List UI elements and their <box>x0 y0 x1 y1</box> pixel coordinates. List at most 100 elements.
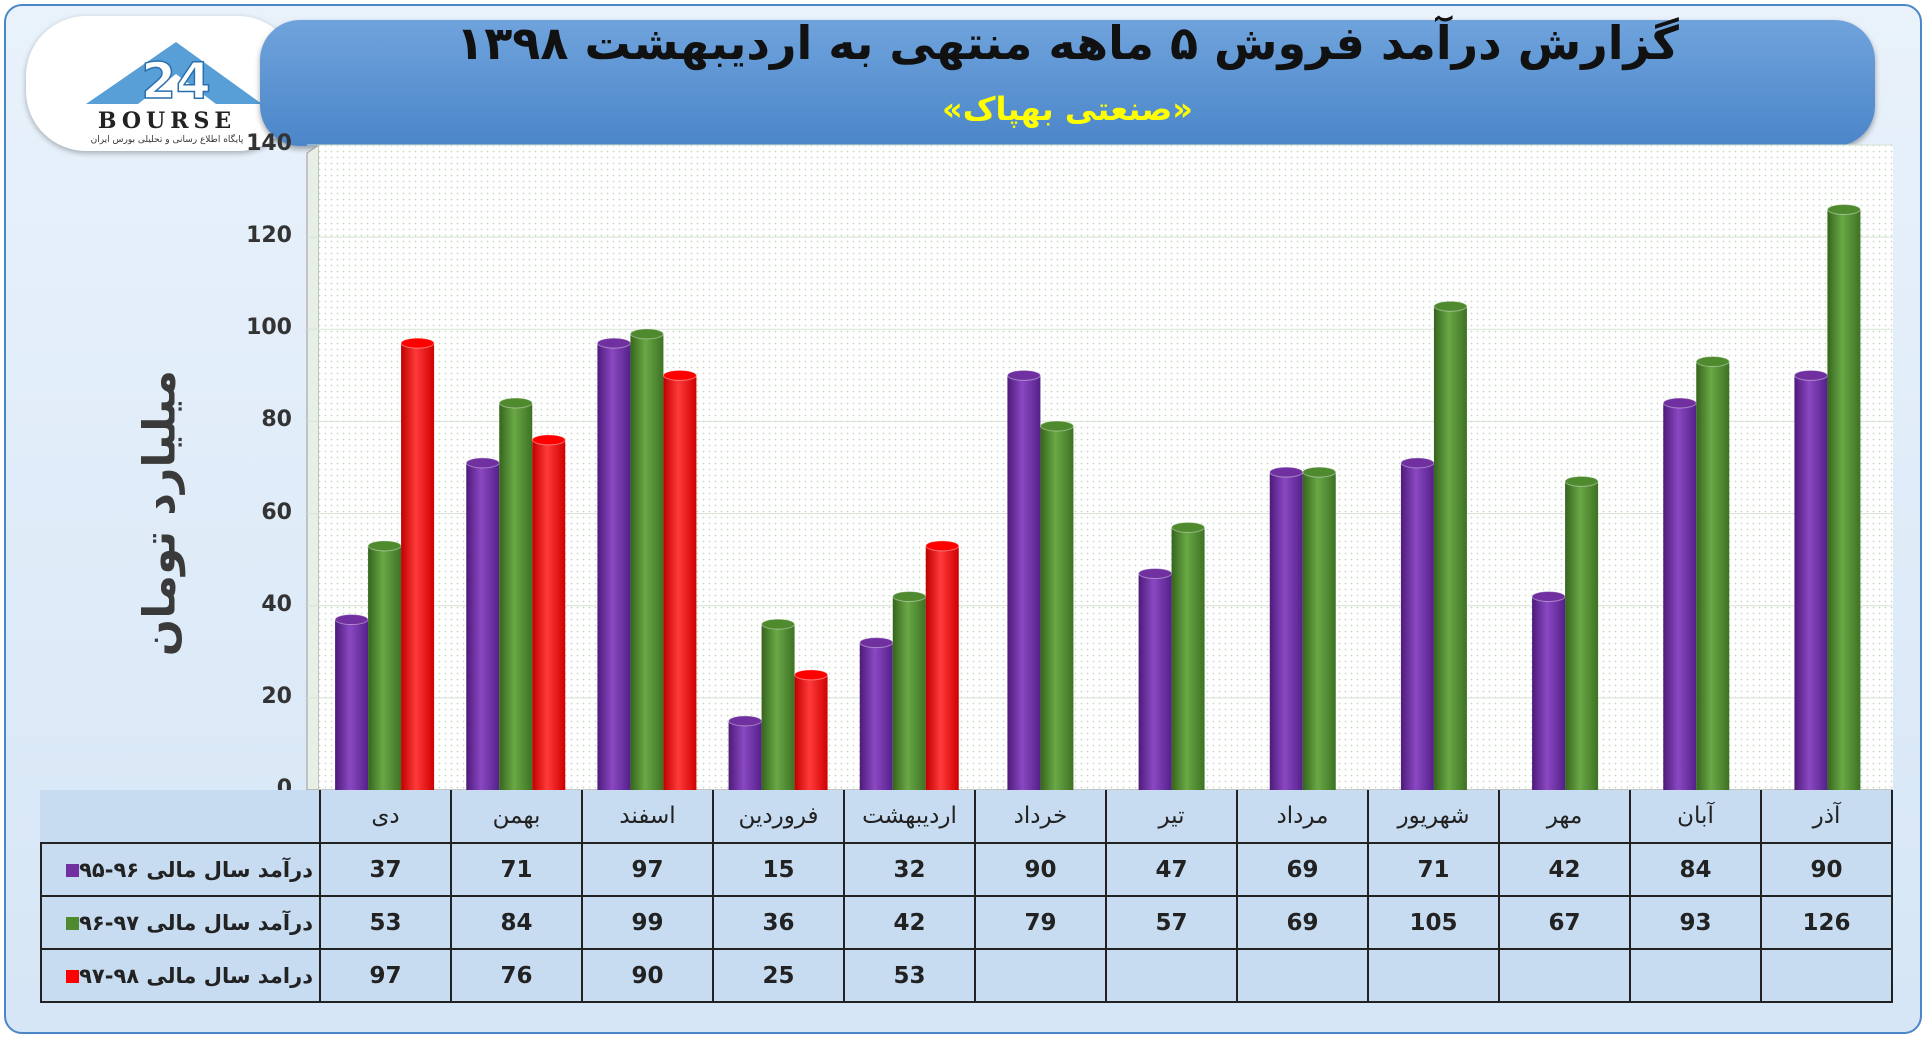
bar-cap <box>1793 369 1828 381</box>
bar-cap <box>400 337 435 349</box>
bar-body <box>466 462 500 790</box>
bar <box>859 637 894 790</box>
bar-body <box>892 596 926 790</box>
bar <box>662 369 697 790</box>
bar-cap <box>1531 591 1566 602</box>
bar-body <box>1007 375 1041 790</box>
series-label: درآمد سال مالی ۹۷-۹۶ <box>40 895 321 950</box>
bar-cap <box>498 397 533 409</box>
category-label: دی <box>319 790 452 844</box>
data-cell: 67 <box>1498 895 1631 950</box>
bar-body <box>1696 361 1730 790</box>
bar-cap <box>1269 466 1304 478</box>
data-cell: 126 <box>1760 895 1893 950</box>
y-axis-label: میلیارد تومان <box>134 370 186 657</box>
bar-cap <box>629 328 664 340</box>
category-label: آذر <box>1760 790 1893 844</box>
bar-cap <box>1433 300 1468 312</box>
bar <box>1793 369 1828 790</box>
data-cell <box>1367 948 1500 1003</box>
chart-title: گزارش درآمد فروش ۵ ماهه منتهی به اردیبهش… <box>456 16 1679 70</box>
y-tick-label: 80 <box>261 407 292 433</box>
title-banner <box>260 20 1875 146</box>
logo-caption: پایگاه اطلاع رسانی و تحلیلی بورس ایران <box>90 135 244 145</box>
bar <box>761 618 796 790</box>
data-cell: 25 <box>712 948 845 1003</box>
bar-body <box>1269 472 1303 790</box>
plot-area <box>319 145 1893 790</box>
bar <box>1531 591 1566 790</box>
bar-cap <box>1039 420 1074 432</box>
y-tick-label: 100 <box>246 315 292 341</box>
bar <box>596 337 631 790</box>
data-cell: 42 <box>843 895 976 950</box>
data-cell: 84 <box>450 895 583 950</box>
data-cell: 37 <box>319 842 452 897</box>
table-row: درامد سال مالی ۹۸-۹۷ 97 76 90 25 53 <box>40 948 1893 1003</box>
logo-mark-icon: 24 <box>86 42 262 111</box>
bourse-logo: 24 BOURSE پایگاه اطلاع رسانی و تحلیلی بو… <box>26 16 298 151</box>
data-cell: 90 <box>581 948 714 1003</box>
category-label: بهمن <box>450 790 583 844</box>
bar-body <box>630 333 664 790</box>
bar <box>1564 475 1599 790</box>
data-cell <box>1105 948 1238 1003</box>
bar <box>1171 521 1206 790</box>
y-tick-label: 120 <box>246 223 292 249</box>
legend-swatch <box>66 864 80 877</box>
bar-body <box>368 545 402 790</box>
bar-body <box>794 674 828 790</box>
logo-mark-text: 24 <box>141 52 211 110</box>
bar <box>794 669 829 790</box>
bar-cap <box>728 715 763 727</box>
data-cell: 71 <box>1367 842 1500 897</box>
y-tick-label: 20 <box>261 683 292 709</box>
series-name: درامد سال مالی ۹۸-۹۷ <box>79 963 313 988</box>
data-cell: 90 <box>1760 842 1893 897</box>
data-cell: 76 <box>450 948 583 1003</box>
bar-body <box>1171 527 1205 790</box>
bar <box>1138 567 1173 790</box>
bar-body <box>1794 375 1828 790</box>
category-label: مهر <box>1498 790 1631 844</box>
data-cell: 42 <box>1498 842 1631 897</box>
series-name: درآمد سال مالی ۹۷-۹۶ <box>79 910 313 935</box>
bar-cap <box>662 369 697 381</box>
data-cell: 79 <box>974 895 1107 950</box>
legend-swatch <box>66 917 80 930</box>
bar-body <box>1138 573 1172 790</box>
bar-cap <box>859 637 894 649</box>
bar <box>1302 466 1337 790</box>
bar-body <box>761 624 795 790</box>
data-cell: 32 <box>843 842 976 897</box>
data-cell: 97 <box>581 842 714 897</box>
bar-body <box>1827 209 1861 790</box>
bar <box>1433 300 1468 790</box>
bar-cap <box>531 434 566 446</box>
bar <box>1039 420 1074 790</box>
bar-body <box>1400 462 1434 790</box>
bar-chart <box>306 144 1893 799</box>
data-cell: 36 <box>712 895 845 950</box>
bar <box>1826 204 1861 790</box>
bar-body <box>925 545 959 790</box>
bar-cap <box>1695 356 1730 368</box>
data-cell: 93 <box>1629 895 1762 950</box>
category-label: آبان <box>1629 790 1762 844</box>
bar-cap <box>1006 369 1041 381</box>
series-name: درآمد سال مالی ۹۶-۹۵ <box>79 857 313 882</box>
data-cell: 99 <box>581 895 714 950</box>
bar-body <box>597 343 631 790</box>
y-tick-label: 60 <box>261 499 292 525</box>
bar <box>1400 457 1435 790</box>
data-cell: 53 <box>843 948 976 1003</box>
logo-name: BOURSE <box>97 108 237 134</box>
bar <box>1269 466 1304 790</box>
bar <box>925 540 960 790</box>
bar-cap <box>794 669 829 681</box>
bar-cap <box>465 457 500 469</box>
table-corner <box>41 790 321 843</box>
category-label: فروردین <box>712 790 845 844</box>
data-cell: 84 <box>1629 842 1762 897</box>
category-label: مرداد <box>1236 790 1369 844</box>
